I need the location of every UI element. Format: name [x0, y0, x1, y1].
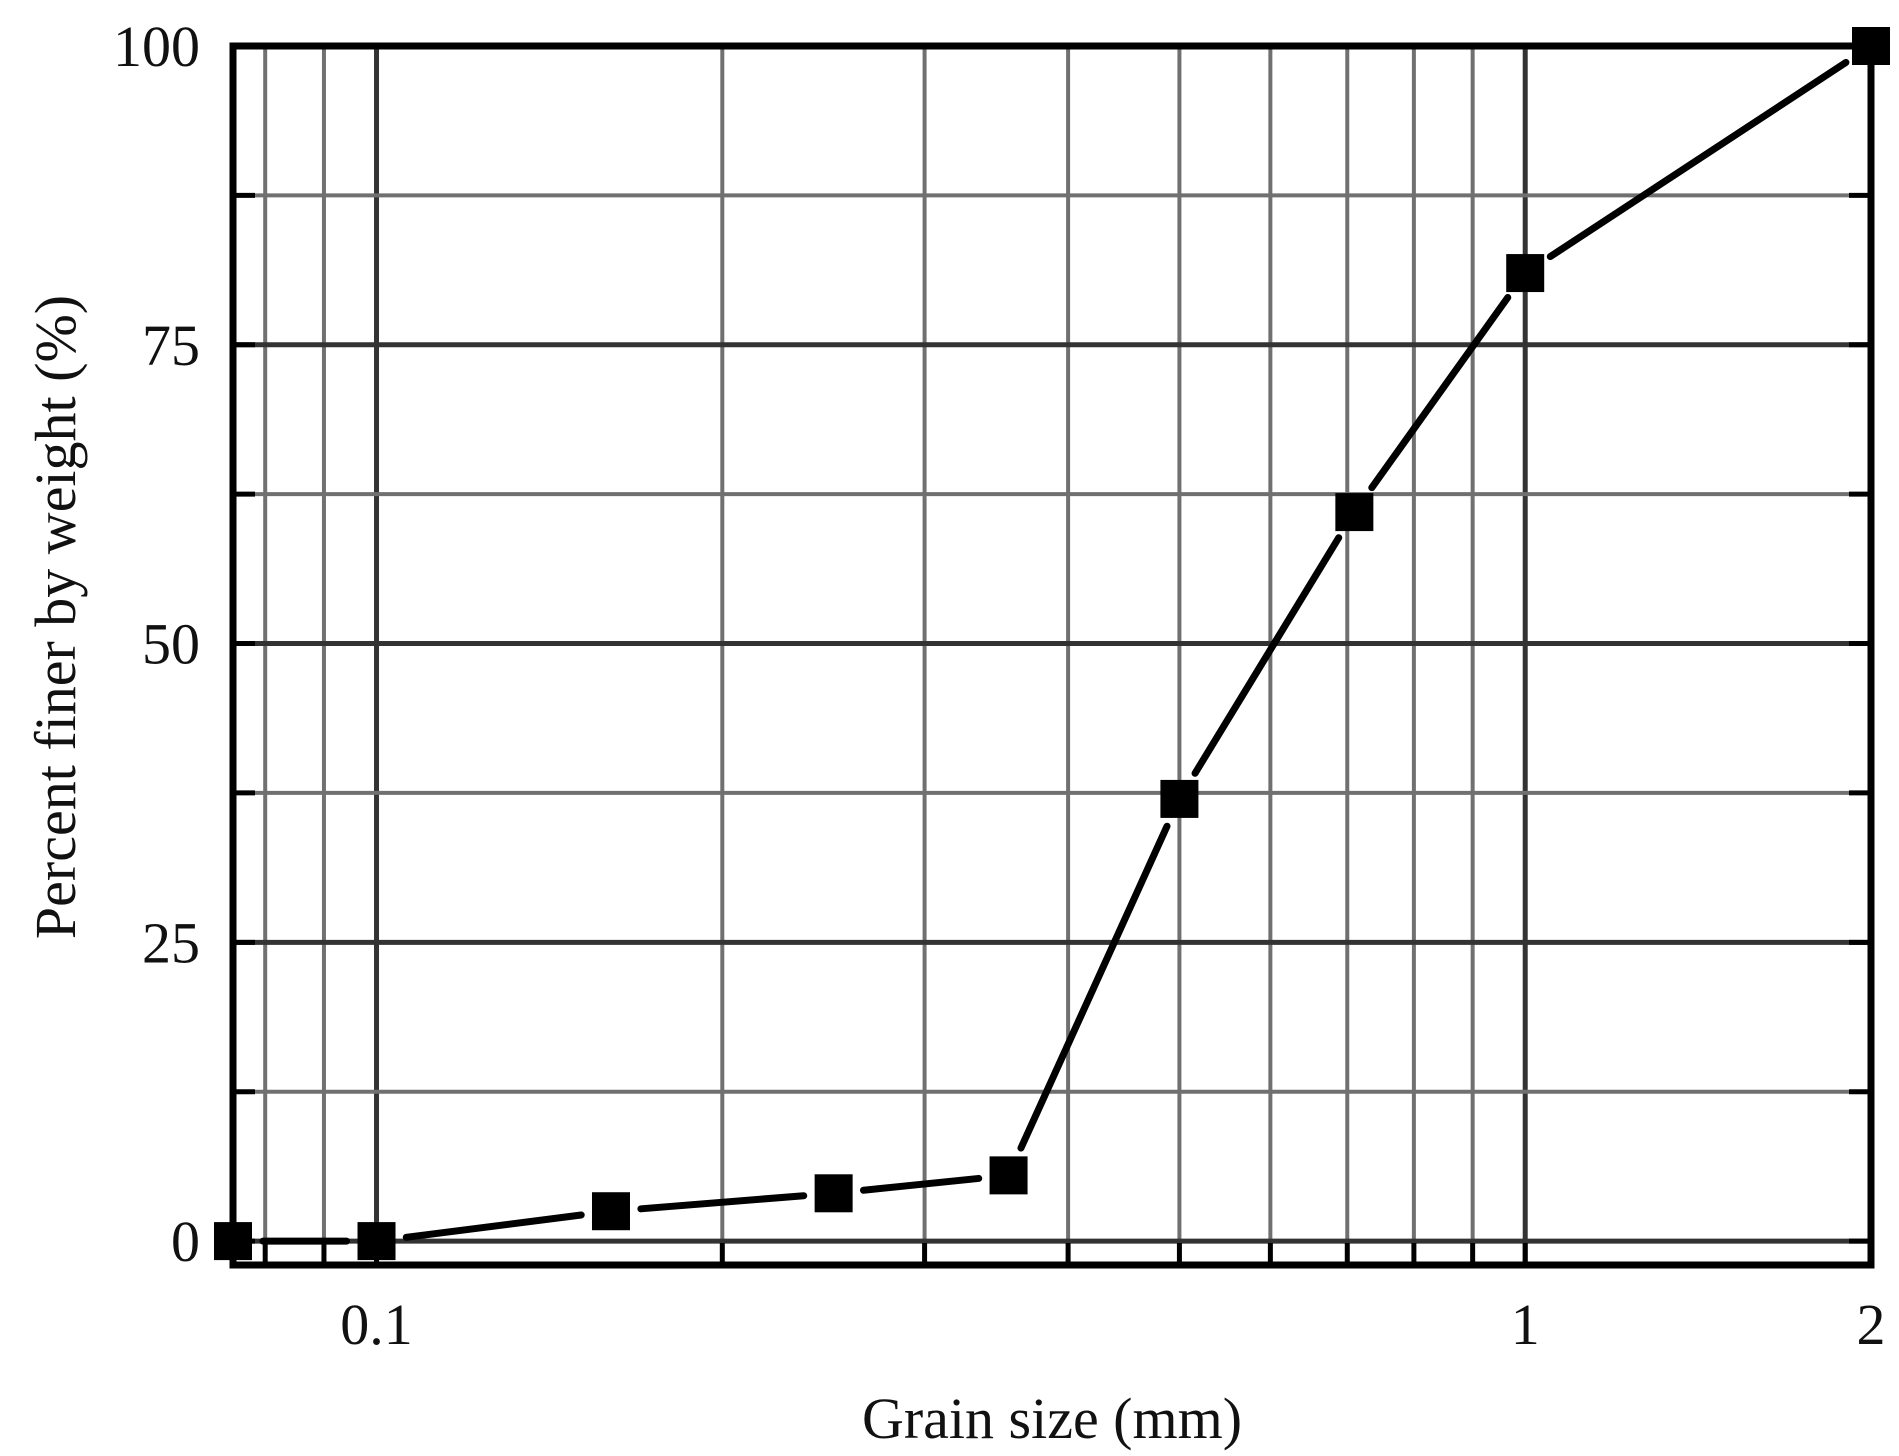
series-line-segment [1546, 58, 1850, 261]
data-point-marker [591, 1192, 630, 1231]
series-line-segment [1191, 534, 1343, 777]
data-point-marker [1506, 254, 1545, 293]
x-tick-label: 2 [1857, 1292, 1886, 1357]
y-tick-label: 75 [142, 313, 200, 378]
x-axis-title: Grain size (mm) [862, 1386, 1242, 1451]
axis-ticks [233, 192, 1871, 1265]
series-line-segment [637, 1192, 808, 1213]
series-line-segment [1017, 822, 1171, 1152]
x-tick-label: 1 [1511, 1292, 1540, 1357]
data-point-marker [1160, 779, 1199, 818]
tick-labels: 0.1 1 2 0 25 50 75 100 [113, 14, 1886, 1357]
data-point-marker [357, 1222, 396, 1261]
plot-frame [229, 42, 1875, 1269]
y-tick-label: 25 [142, 910, 200, 975]
x-tick-label: 0.1 [340, 1292, 413, 1357]
series-line-segment [402, 1211, 585, 1241]
series-line-segment [1368, 293, 1512, 492]
data-series [214, 27, 1890, 1261]
data-point-marker [214, 1222, 252, 1261]
series-line-segment [859, 1174, 983, 1194]
y-tick-label: 0 [171, 1209, 200, 1274]
data-point-marker [1852, 27, 1890, 65]
data-point-marker [1335, 493, 1374, 532]
data-point-marker [814, 1174, 853, 1213]
y-axis-title: Percent finer by weight (%) [23, 295, 88, 939]
y-tick-label: 100 [113, 14, 200, 79]
data-point-marker [989, 1156, 1028, 1195]
y-tick-label: 50 [142, 612, 200, 677]
grid-lines [233, 46, 1871, 1265]
